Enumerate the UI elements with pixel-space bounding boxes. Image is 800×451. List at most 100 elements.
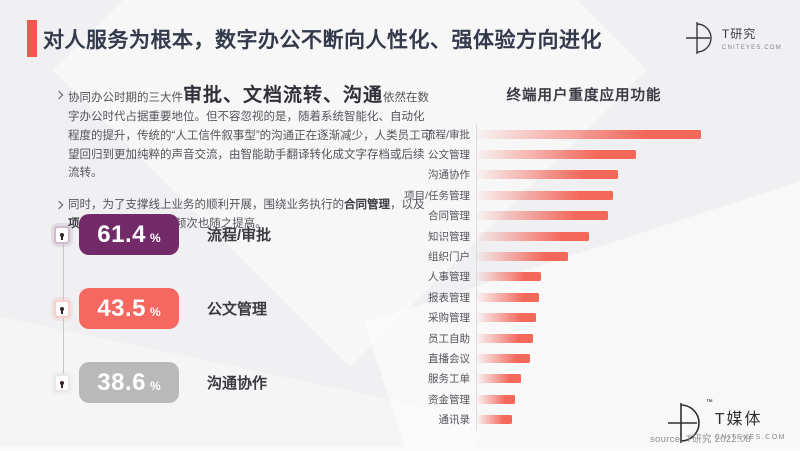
chart-bar-cell: [476, 246, 790, 267]
chart-bar-cell: [476, 124, 790, 145]
chart-category-label: 项目/任务管理: [404, 189, 470, 202]
brand-text: T研究 CNITEYES.COM: [722, 25, 782, 51]
brand-name: T研究: [721, 27, 757, 41]
brand-domain: CNITEYES.COM: [721, 45, 782, 51]
chart-bar: [477, 272, 541, 282]
brand-logo-bottom: ™ T媒体 CNITEYES.COM: [667, 399, 786, 445]
chart-row: 组织门户: [378, 246, 790, 267]
bullet-text-segment: 同时，为了支撑线上业务的顺利开展，围绕业务执行的: [68, 199, 344, 212]
stat-unit: %: [150, 378, 161, 393]
stat-label: 公文管理: [207, 301, 268, 318]
chart-row: 通讯录: [378, 409, 790, 430]
stat-list: 61.4% 流程/审批 43.5% 公文管理 38.6% 沟通协作: [54, 214, 271, 436]
chart-category-label: 流程/审批: [425, 128, 470, 141]
chart-bar: [477, 190, 613, 200]
chart-row: 员工自助: [378, 327, 790, 349]
brand-glyph-icon: [685, 22, 712, 54]
chart-bar: [477, 292, 539, 302]
stat-row: 38.6% 沟通协作: [54, 362, 271, 403]
keyhole-badge-icon: [54, 299, 70, 318]
trademark-mark: ™: [705, 399, 713, 406]
chart-row: 直播会议: [378, 348, 790, 369]
chart-category-label: 直播会议: [428, 352, 470, 365]
stat-value-block: 38.6%: [79, 362, 179, 403]
chart-row: 知识管理: [378, 225, 790, 247]
chart-category-label: 人事管理: [428, 271, 470, 284]
stat-value-block: 61.4%: [79, 214, 179, 255]
chart-category-label: 通讯录: [438, 414, 471, 427]
chart-category-label: 服务工单: [428, 373, 470, 386]
chart-category-label: 公文管理: [428, 149, 470, 162]
chart-row: 沟通协作: [378, 164, 790, 186]
chart-bar-cell: [476, 185, 790, 206]
bullet-item: 协同办公时期的三大件审批、文档流转、沟通依然在数字办公时代占据重要地位。但不容忽…: [56, 86, 434, 183]
chart-bar: [477, 353, 530, 363]
chart-category-label: 报表管理: [428, 291, 470, 304]
chart-category-label: 组织门户: [428, 251, 470, 264]
chart-bar-cell: [476, 164, 790, 186]
chart-title: 终端用户重度应用功能: [506, 88, 662, 104]
chart-bar: [477, 415, 512, 425]
chart-row: 人事管理: [378, 266, 790, 288]
stat-value: 61.4: [97, 220, 147, 248]
chart-bar: [477, 211, 608, 221]
stat-value-block: 43.5%: [79, 288, 179, 329]
chart-category-label: 知识管理: [428, 230, 470, 243]
bullet-text-segment: 协同办公时期的三大件: [68, 92, 183, 104]
bottom-edge-strip: [0, 447, 800, 451]
chart-bar: [477, 170, 618, 180]
bullet-text-segment: ，以及: [390, 199, 425, 212]
bullet-text-segment: 审批、文档流转、沟通: [183, 85, 384, 106]
keyhole-glyph: [60, 380, 64, 388]
chart-bar-cell: [476, 287, 790, 308]
stat-unit: %: [150, 304, 161, 319]
chart-bar-cell: [476, 205, 790, 226]
chart-bar: [477, 374, 521, 384]
chart-bar-cell: [476, 389, 790, 410]
stat-row: 61.4% 流程/审批: [54, 214, 271, 255]
stat-value: 38.6: [97, 368, 147, 396]
chart-category-label: 资金管理: [428, 393, 470, 406]
chart-bar-cell: [476, 144, 790, 165]
chart-row: 服务工单: [378, 368, 790, 390]
chart-row: 合同管理: [378, 205, 790, 226]
chart-bar: [477, 313, 536, 323]
stat-label: 沟通协作: [207, 375, 268, 392]
chart-bar-cell: [476, 307, 790, 328]
brand-text: T媒体 CNITEYES.COM: [715, 405, 786, 441]
bullet-list: 协同办公时期的三大件审批、文档流转、沟通依然在数字办公时代占据重要地位。但不容忽…: [56, 86, 434, 247]
chart-row: 资金管理: [378, 389, 790, 410]
brand-name: T媒体: [714, 411, 763, 428]
keyhole-badge-icon: [54, 225, 70, 244]
bullet-text-segment: 合同管理: [344, 199, 390, 212]
chart-category-label: 合同管理: [428, 210, 470, 223]
stat-label: 流程/审批: [207, 227, 272, 244]
chart-category-label: 沟通协作: [428, 169, 470, 182]
chart-bar: [477, 150, 636, 160]
chart-rows: 流程/审批公文管理沟通协作项目/任务管理合同管理知识管理组织门户人事管理报表管理…: [378, 124, 790, 430]
chart-bar: [477, 252, 568, 262]
page-title: 对人服务为根本，数字办公不断向人性化、强体验方向进化: [43, 29, 602, 52]
bullet-arrow-icon: [56, 92, 68, 183]
keyhole-badge-icon: [54, 373, 70, 392]
chart-bar: [477, 129, 701, 139]
chart-bar: [477, 333, 533, 343]
brand-glyph-icon: [667, 403, 700, 443]
bullet-text: 协同办公时期的三大件审批、文档流转、沟通依然在数字办公时代占据重要地位。但不容忽…: [68, 86, 434, 183]
chart-row: 报表管理: [378, 287, 790, 308]
chart-bar-cell: [476, 368, 790, 390]
brand-logo-top: T研究 CNITEYES.COM: [685, 20, 782, 56]
stat-value: 43.5: [97, 294, 147, 322]
chart-row: 项目/任务管理: [378, 185, 790, 206]
brand-domain: CNITEYES.COM: [714, 434, 786, 441]
chart: 终端用户重度应用功能 流程/审批公文管理沟通协作项目/任务管理合同管理知识管理组…: [378, 84, 790, 430]
title-accent-bar: [27, 20, 37, 57]
chart-row: 采购管理: [378, 307, 790, 328]
keyhole-glyph: [60, 306, 64, 314]
chart-bar-cell: [476, 409, 790, 430]
stat-row: 43.5% 公文管理: [54, 288, 271, 329]
chart-bar-cell: [476, 327, 790, 349]
chart-category-label: 采购管理: [428, 312, 470, 325]
chart-category-label: 员工自助: [428, 332, 470, 345]
